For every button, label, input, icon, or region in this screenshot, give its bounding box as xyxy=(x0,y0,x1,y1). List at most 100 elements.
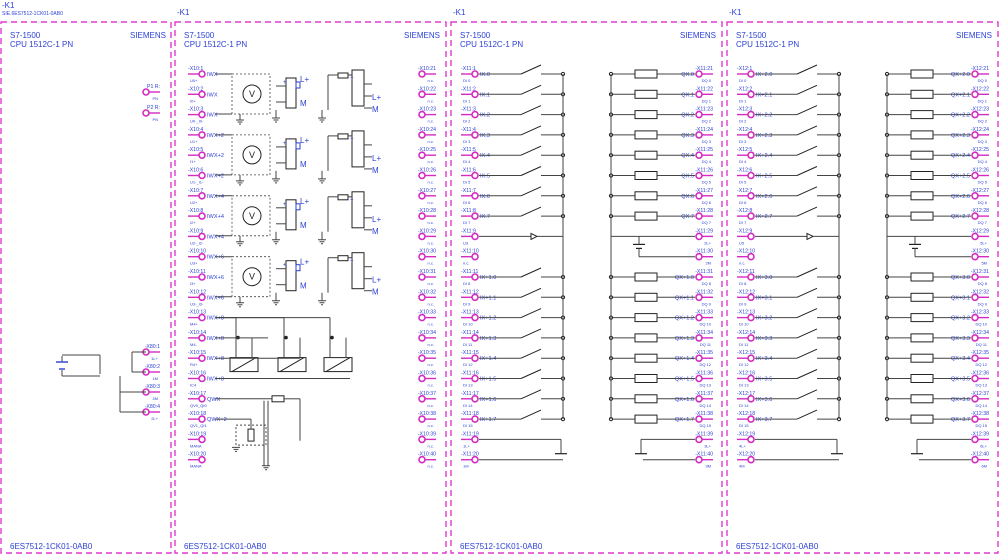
analog-terminal[interactable]: -X10:1 IWX U0+ xyxy=(188,66,218,83)
spare-terminal[interactable]: -X10:25 n.c. xyxy=(418,147,436,164)
digital-input-terminal[interactable]: -X12:20 4M xyxy=(737,452,755,469)
digital-output-terminal[interactable]: -X12:40 6M xyxy=(971,452,989,469)
digital-input-terminal[interactable]: -X11:9 U3 xyxy=(461,228,479,245)
spare-terminal[interactable]: -X10:31 n.c. xyxy=(418,269,436,286)
analog-terminal[interactable]: -X10:9 IWX+4U2-_I2- xyxy=(188,228,224,245)
spare-terminal[interactable]: -X10:39 n.c. xyxy=(418,431,436,448)
digital-input-terminal[interactable]: -X12:10 n.c. xyxy=(737,249,755,266)
digital-output-terminal[interactable]: -X11:39 3L+ xyxy=(695,431,713,448)
port-terminal[interactable]: P1 R: PN xyxy=(142,84,160,101)
digital-input-terminal[interactable]: -X12:2 IX+2.1 DI 1 xyxy=(737,86,772,103)
analog-terminal[interactable]: -X10:7 IWX+4 U2+ xyxy=(188,188,224,205)
digital-input-terminal[interactable]: -X12:5 IX+2.4 DI 4 xyxy=(737,147,772,164)
digital-input-terminal[interactable]: -X11:7 IX.6 DI 6 xyxy=(461,188,490,205)
digital-input-terminal[interactable]: -X12:3 IX+2.2 DI 2 xyxy=(737,107,772,124)
spare-terminal[interactable]: -X10:29 n.c. xyxy=(418,228,436,245)
digital-input-terminal[interactable]: -X11:5 IX.4 DI 4 xyxy=(461,147,490,164)
spare-terminal[interactable]: -X10:30 n.c. xyxy=(418,249,436,266)
digital-input-terminal[interactable]: -X11:20 1M xyxy=(461,452,479,469)
digital-input-terminal[interactable]: -X12:7 IX+2.6 DI 6 xyxy=(737,188,772,205)
digital-output-terminal[interactable]: -X11:30 2M xyxy=(695,249,713,266)
analog-terminal[interactable]: -X10:4 IWX+2 U1+ xyxy=(188,127,224,144)
digital-input-terminal[interactable]: -X12:19 4L+ xyxy=(737,431,755,448)
spare-terminal[interactable]: -X10:33 n.c. xyxy=(418,310,436,327)
spare-terminal[interactable]: -X10:24 n.c. xyxy=(418,127,436,144)
digital-input-terminal[interactable]: -X11:3 IX.2 DI 2 xyxy=(461,107,490,124)
spare-terminal[interactable]: -X10:32 n.c. xyxy=(418,289,436,306)
digital-input-terminal[interactable]: -X11:19 1L+ xyxy=(461,431,479,448)
spare-terminal[interactable]: -X10:22 n.c. xyxy=(418,86,436,103)
digital-output-terminal[interactable]: -X12:39 6L+ xyxy=(971,431,989,448)
port-terminal[interactable]: P2 R: PN xyxy=(142,105,160,122)
digital-input-terminal[interactable]: -X12:6 IX+2.5 DI 5 xyxy=(737,168,772,185)
spare-terminal[interactable]: -X10:23 n.c. xyxy=(418,107,436,124)
analog-terminal[interactable]: -X10:2 IWX I0+ xyxy=(188,86,218,103)
analog-terminal[interactable]: -X10:8 IWX+4 I2+ xyxy=(188,208,224,225)
analog-terminal[interactable]: -X10:6 IWX+2U1-_I1- xyxy=(188,168,224,185)
digital-input-terminal[interactable]: -X11:8 IX.7 DI 7 xyxy=(461,208,490,225)
digital-input-terminal[interactable]: -X11:6 IX.5 DI 5 xyxy=(461,168,490,185)
digital-input-terminal[interactable]: -X11:10 n.c. xyxy=(461,249,479,266)
digital-input-terminal[interactable]: -X11:2 IX.1 DI 1 xyxy=(461,86,490,103)
digital-input-terminal[interactable]: -X12:4 IX+2.3 DI 3 xyxy=(737,127,772,144)
digital-input-terminal[interactable]: -X11:4 IX.3 DI 3 xyxy=(461,127,490,144)
analog-terminal[interactable]: -X10:20 MANA xyxy=(188,452,206,469)
digital-output-terminal[interactable]: -X11:29 2L+ xyxy=(695,228,713,245)
digital-input-terminal[interactable]: -X12:9 U5 xyxy=(737,228,755,245)
spare-terminal[interactable]: -X10:37 n.c. xyxy=(418,391,436,408)
analog-terminal[interactable]: -X10:5 IWX+2 I1+ xyxy=(188,147,224,164)
digital-input-terminal[interactable]: -X11:1 IX.0 DI 0 xyxy=(461,66,490,83)
digital-output-terminal[interactable]: -X12:29 5L+ xyxy=(971,228,989,245)
spare-terminal[interactable]: -X10:40 n.c. xyxy=(418,452,436,469)
spare-terminal[interactable]: -X10:21 n.c. xyxy=(418,66,436,83)
digital-output-terminal[interactable]: -X11:40 3M xyxy=(695,452,713,469)
spare-terminal[interactable]: -X10:38 n.c. xyxy=(418,411,436,428)
